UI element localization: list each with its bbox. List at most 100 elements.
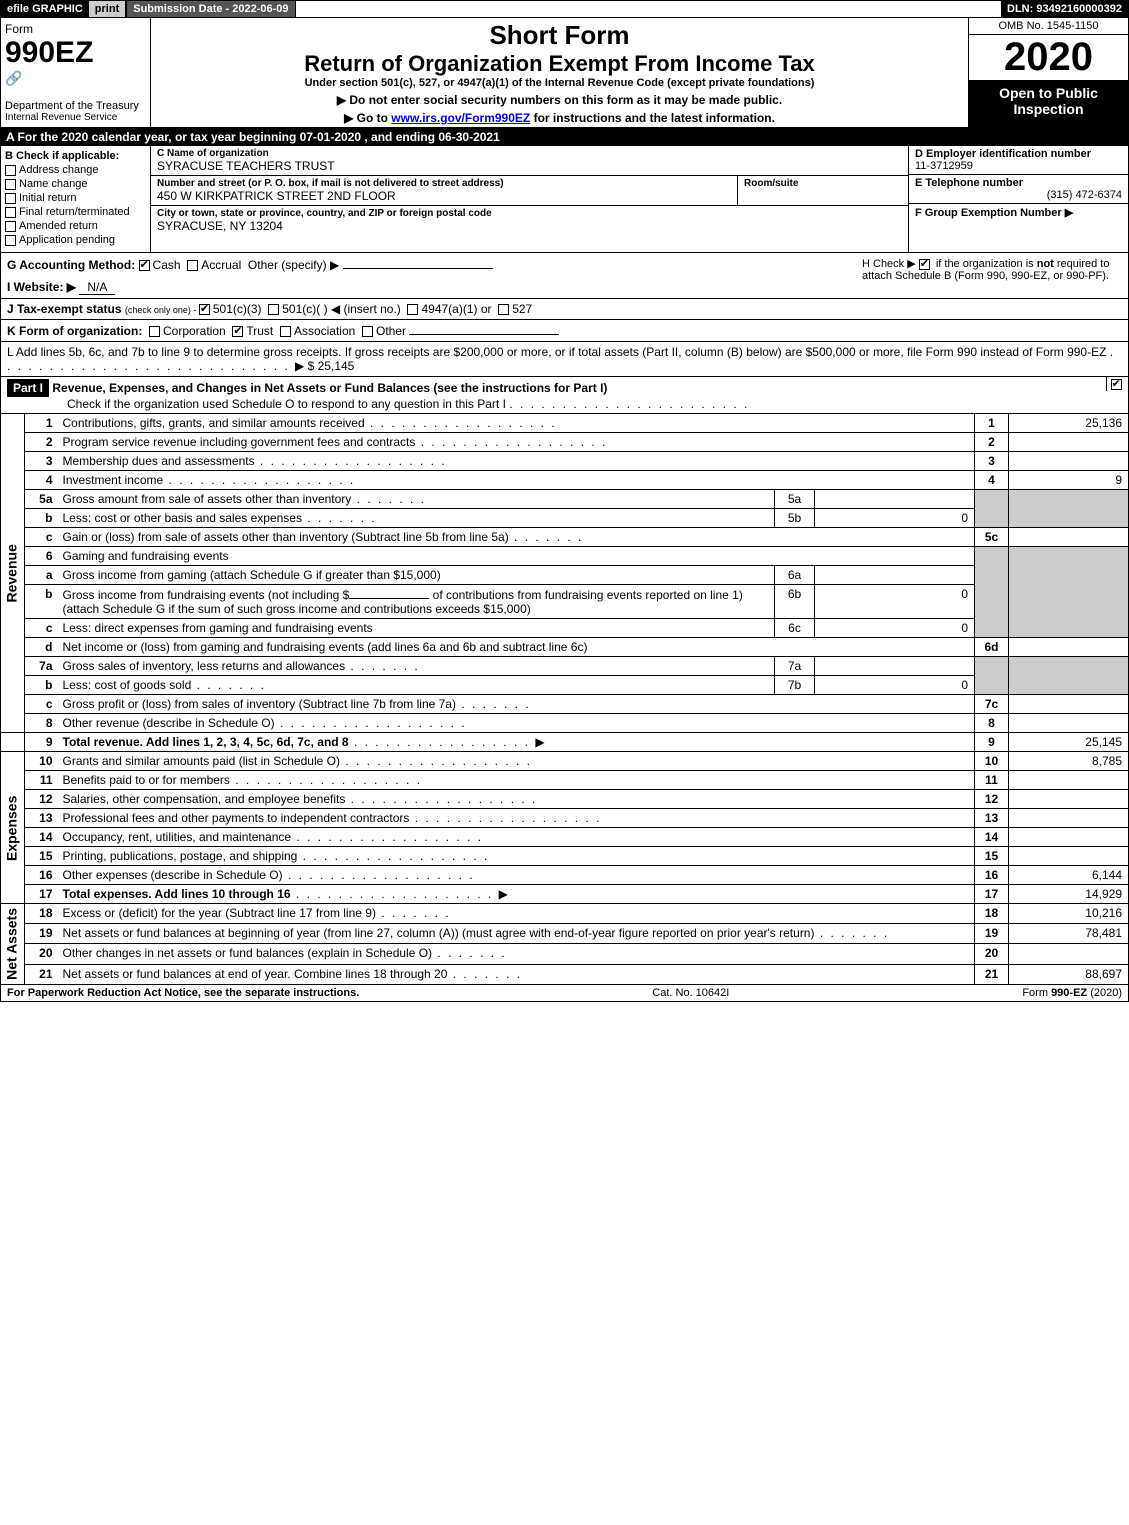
page-footer: For Paperwork Reduction Act Notice, see … — [0, 985, 1129, 1002]
line-6d-value — [1009, 638, 1129, 657]
k-label: K Form of organization: — [7, 324, 142, 338]
website-value: N/A — [79, 280, 115, 295]
form-word: Form — [5, 22, 146, 36]
chk-schedule-b[interactable] — [919, 259, 930, 270]
chk-initial-return[interactable]: Initial return — [5, 192, 146, 204]
chk-amended-return[interactable]: Amended return — [5, 220, 146, 232]
line-21-value: 88,697 — [1009, 964, 1129, 984]
ein-label: D Employer identification number — [915, 148, 1122, 160]
table-row: a Gross income from gaming (attach Sched… — [1, 566, 1129, 585]
street-row: Number and street (or P. O. box, if mail… — [151, 176, 908, 206]
line-13-value — [1009, 809, 1129, 828]
line-6a-desc: Gross income from gaming (attach Schedul… — [59, 566, 775, 585]
department-label: Department of the Treasury — [5, 100, 146, 112]
line-14-value — [1009, 828, 1129, 847]
chk-corporation[interactable] — [149, 326, 160, 337]
city-label: City or town, state or province, country… — [157, 208, 492, 219]
side-expenses: Expenses — [1, 752, 25, 904]
section-l: L Add lines 5b, 6c, and 7b to line 9 to … — [0, 342, 1129, 377]
link-icon: 🔗 — [5, 70, 22, 86]
chk-501c[interactable] — [268, 304, 279, 315]
room-label: Room/suite — [744, 178, 902, 189]
short-form-title: Short Form — [157, 20, 962, 51]
open-inspection: Open to Public Inspection — [969, 81, 1128, 127]
line-5c-desc: Gain or (loss) from sale of assets other… — [59, 528, 975, 547]
table-row: Net Assets 18 Excess or (deficit) for th… — [1, 904, 1129, 924]
chk-accrual[interactable] — [187, 260, 198, 271]
top-bar: efile GRAPHIC print Submission Date - 20… — [0, 0, 1129, 18]
line-6c-desc: Less: direct expenses from gaming and fu… — [59, 619, 775, 638]
table-row: 9 Total revenue. Add lines 1, 2, 3, 4, 5… — [1, 733, 1129, 752]
info-block: B Check if applicable: Address change Na… — [0, 146, 1129, 253]
ssn-warning: ▶ Do not enter social security numbers o… — [157, 93, 962, 107]
side-net-assets: Net Assets — [1, 904, 25, 985]
section-b-label: B Check if applicable: — [5, 150, 146, 162]
tax-year: 2020 — [969, 35, 1128, 81]
chk-association[interactable] — [280, 326, 291, 337]
form-header: Form 990EZ 🔗 Department of the Treasury … — [0, 18, 1129, 128]
part1-title: Revenue, Expenses, and Changes in Net As… — [52, 381, 607, 395]
line-5b-desc: Less: cost or other basis and sales expe… — [59, 509, 775, 528]
chk-cash[interactable] — [139, 260, 150, 271]
g-other-input[interactable] — [343, 257, 493, 269]
section-b: B Check if applicable: Address change Na… — [1, 146, 151, 252]
section-f: F Group Exemption Number ▶ — [909, 204, 1128, 252]
section-h: H Check ▶ if the organization is not req… — [862, 257, 1122, 282]
table-row: 16 Other expenses (describe in Schedule … — [1, 866, 1129, 885]
line-6b-desc: Gross income from fundraising events (no… — [59, 585, 775, 619]
table-row: 12 Salaries, other compensation, and emp… — [1, 790, 1129, 809]
line-17-desc: Total expenses. Add lines 10 through 16 … — [59, 885, 975, 904]
k-other-input[interactable] — [409, 323, 559, 335]
header-left: Form 990EZ 🔗 Department of the Treasury … — [1, 18, 151, 127]
chk-501c3[interactable] — [199, 304, 210, 315]
goto-suffix: for instructions and the latest informat… — [530, 111, 775, 125]
line-18-desc: Excess or (deficit) for the year (Subtra… — [59, 904, 975, 924]
line-10-value: 8,785 — [1009, 752, 1129, 771]
line-3-desc: Membership dues and assessments — [59, 452, 975, 471]
line-19-value: 78,481 — [1009, 924, 1129, 944]
irs-label: Internal Revenue Service — [5, 112, 146, 123]
line-6-desc: Gaming and fundraising events — [59, 547, 975, 566]
chk-4947[interactable] — [407, 304, 418, 315]
line-3-value — [1009, 452, 1129, 471]
omb-number: OMB No. 1545-1150 — [969, 18, 1128, 35]
line-17-value: 14,929 — [1009, 885, 1129, 904]
section-j: J Tax-exempt status (check only one) - 5… — [0, 299, 1129, 320]
line-5c-value — [1009, 528, 1129, 547]
line-6a-value — [815, 566, 975, 585]
section-c: C Name of organization SYRACUSE TEACHERS… — [151, 146, 908, 252]
line-16-desc: Other expenses (describe in Schedule O) — [59, 866, 975, 885]
group-exemption-label: F Group Exemption Number ▶ — [915, 207, 1073, 219]
line-6b-amount-input[interactable] — [349, 587, 429, 599]
h-pre: H Check ▶ — [862, 258, 919, 270]
org-name-label: C Name of organization — [157, 148, 335, 159]
part1-header-row: Part I Revenue, Expenses, and Changes in… — [0, 377, 1129, 414]
chk-part1-schedule-o[interactable] — [1111, 379, 1122, 390]
line-9-desc: Total revenue. Add lines 1, 2, 3, 4, 5c,… — [59, 733, 975, 752]
part1-tag: Part I — [7, 379, 49, 397]
chk-address-change[interactable]: Address change — [5, 164, 146, 176]
table-row: 3 Membership dues and assessments 3 — [1, 452, 1129, 471]
line-15-value — [1009, 847, 1129, 866]
section-g-h: G Accounting Method: Cash Accrual Other … — [0, 253, 1129, 299]
chk-trust[interactable] — [232, 326, 243, 337]
goto-link[interactable]: www.irs.gov/Form990EZ — [391, 111, 530, 125]
section-def: D Employer identification number 11-3712… — [908, 146, 1128, 252]
l-text: L Add lines 5b, 6c, and 7b to line 9 to … — [7, 345, 1106, 359]
table-row: b Gross income from fundraising events (… — [1, 585, 1129, 619]
chk-application-pending[interactable]: Application pending — [5, 234, 146, 246]
table-row: d Net income or (loss) from gaming and f… — [1, 638, 1129, 657]
line-20-desc: Other changes in net assets or fund bala… — [59, 944, 975, 964]
part1-check-line: Check if the organization used Schedule … — [7, 397, 506, 411]
table-row: 20 Other changes in net assets or fund b… — [1, 944, 1129, 964]
chk-527[interactable] — [498, 304, 509, 315]
print-button[interactable]: print — [89, 1, 127, 17]
chk-other-org[interactable] — [362, 326, 373, 337]
table-row: 14 Occupancy, rent, utilities, and maint… — [1, 828, 1129, 847]
chk-final-return[interactable]: Final return/terminated — [5, 206, 146, 218]
street-value: 450 W KIRKPATRICK STREET 2ND FLOOR — [157, 189, 731, 203]
g-other-label: Other (specify) ▶ — [248, 258, 339, 272]
chk-name-change[interactable]: Name change — [5, 178, 146, 190]
table-row: 6 Gaming and fundraising events — [1, 547, 1129, 566]
submission-date: Submission Date - 2022-06-09 — [127, 1, 295, 17]
